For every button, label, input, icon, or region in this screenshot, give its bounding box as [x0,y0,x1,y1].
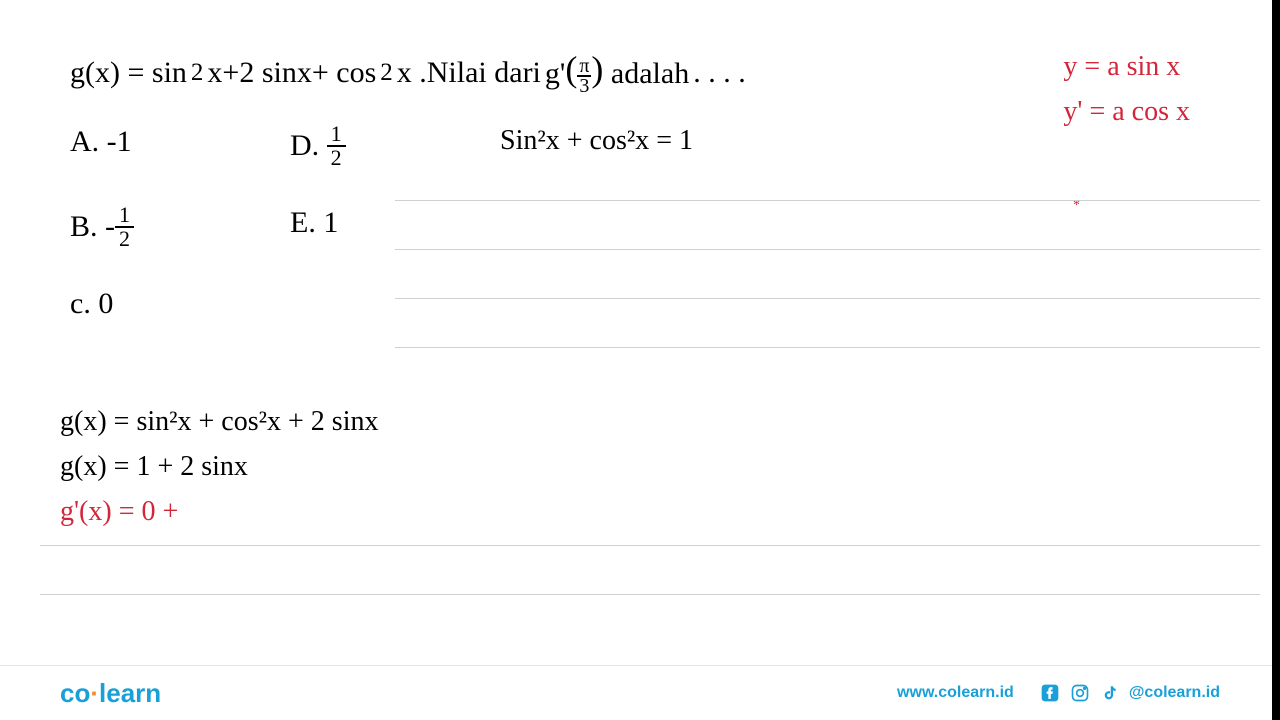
option-c: c. 0 [70,287,290,321]
q-gprime: g' [545,57,565,90]
q-mid1: x+2 sinx+ cos [207,56,376,90]
option-b-prefix: B. - [70,210,115,243]
question-text: g(x) = sin2x+2 sinx+ cos 2 x .Nilai dari… [70,50,1210,95]
rule-line [40,594,1260,595]
logo-dot: · [90,678,99,708]
option-b: B. -12 [70,206,290,252]
trig-identity: Sin²x + cos²x = 1 [500,125,693,157]
q-handwriting: g'(π3) adalah [545,50,689,95]
social-handle[interactable]: @colearn.id [1129,684,1220,702]
option-a: A. -1 [70,125,290,171]
rule-line [395,347,1260,348]
option-d-den: 2 [327,147,346,169]
option-d-num: 1 [327,123,346,147]
ruled-lines-bottom [40,545,1260,643]
facebook-icon[interactable] [1039,682,1061,704]
rule-line [40,545,1260,546]
option-d-prefix: D. [290,129,327,162]
note-line2: y' = a cos x [1063,90,1190,135]
q-sup2: 2 [380,59,393,87]
rule-line [395,200,1260,201]
work-line1: g(x) = sin²x + cos²x + 2 sinx [60,400,379,445]
instagram-icon[interactable] [1069,682,1091,704]
rule-line [395,249,1260,250]
social-icons: @colearn.id [1039,682,1220,704]
option-d: D. 12 [290,125,510,171]
ruled-lines [395,200,1260,396]
option-b-den: 2 [115,228,134,250]
q-prefix: g(x) = sin [70,56,187,90]
work-line2: g(x) = 1 + 2 sinx [60,445,379,490]
option-b-num: 1 [115,204,134,228]
q-frac-num: π [577,57,591,77]
logo-learn: learn [99,678,161,708]
right-edge-bar [1272,0,1280,720]
colearn-logo: co·learn [60,678,161,709]
derivative-rule-note: y = a sin x y' = a cos x [1063,45,1190,135]
tiktok-icon[interactable] [1099,682,1121,704]
note-line1: y = a sin x [1063,45,1190,90]
work-line3: g'(x) = 0 + [60,490,379,535]
footer-right: www.colearn.id @colearn.id [897,682,1220,704]
worked-solution: g(x) = sin²x + cos²x + 2 sinx g(x) = 1 +… [60,400,379,534]
q-sup1: 2 [191,59,204,87]
q-dots: . . . . [693,56,746,90]
footer: co·learn www.colearn.id @colearn.id [0,665,1280,720]
q-mid2: x .Nilai dari [397,56,541,90]
rule-line [395,298,1260,299]
logo-co: co [60,678,90,708]
q-frac-den: 3 [577,77,591,95]
website-link[interactable]: www.colearn.id [897,684,1014,702]
q-adalah: adalah [603,57,689,90]
